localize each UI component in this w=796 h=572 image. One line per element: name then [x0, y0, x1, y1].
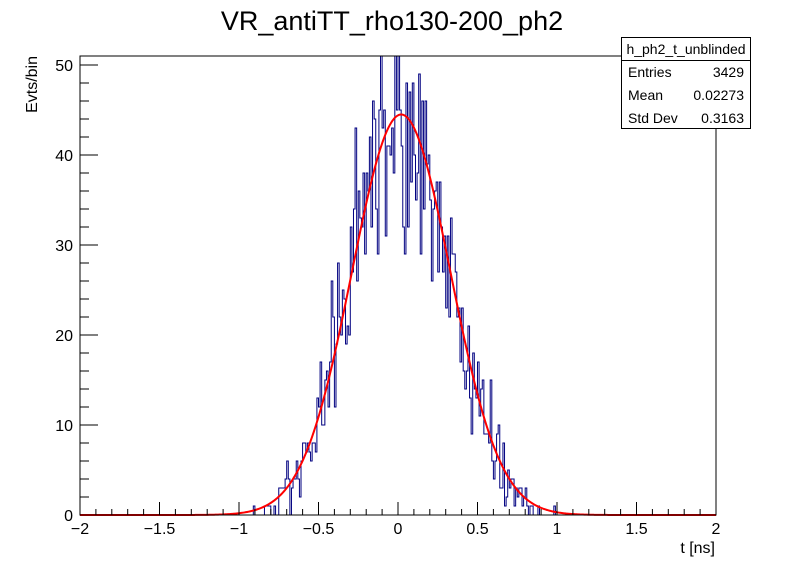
stats-label: Mean	[628, 87, 664, 103]
chart-title: VR_antiTT_rho130-200_ph2	[221, 6, 563, 36]
y-tick-label: 20	[55, 328, 73, 345]
y-tick-label: 0	[64, 508, 73, 525]
stats-title: h_ph2_t_unblinded	[622, 38, 750, 61]
y-tick-label: 10	[55, 418, 73, 435]
x-tick-label: 1	[553, 521, 562, 538]
x-tick-label: 0.5	[466, 521, 488, 538]
gaussian-fit-curve	[80, 113, 716, 516]
x-tick-label: −1.5	[144, 521, 176, 538]
stats-label: Std Dev	[628, 110, 678, 126]
stats-row-entries: Entries 3429	[622, 61, 750, 84]
y-tick-label: 40	[55, 148, 73, 165]
stats-label: Entries	[628, 64, 672, 80]
stats-row-mean: Mean 0.02273	[622, 84, 750, 107]
y-axis-label: Evts/bin	[24, 56, 41, 113]
x-tick-label: −0.5	[303, 521, 335, 538]
x-axis-label: t [ns]	[680, 540, 715, 557]
x-tick-label: 1.5	[625, 521, 647, 538]
x-tick-label: 0	[394, 521, 403, 538]
stats-value: 0.3163	[701, 110, 744, 126]
x-tick-label: −1	[230, 521, 248, 538]
stats-box: h_ph2_t_unblinded Entries 3429 Mean 0.02…	[621, 37, 751, 129]
x-tick-label: 2	[712, 521, 721, 538]
stats-value: 0.02273	[693, 87, 744, 103]
x-tick-label: −2	[71, 521, 89, 538]
stats-value: 3429	[712, 64, 744, 80]
y-tick-label: 50	[55, 58, 73, 75]
stats-row-stddev: Std Dev 0.3163	[622, 107, 750, 130]
y-tick-label: 30	[55, 238, 73, 255]
